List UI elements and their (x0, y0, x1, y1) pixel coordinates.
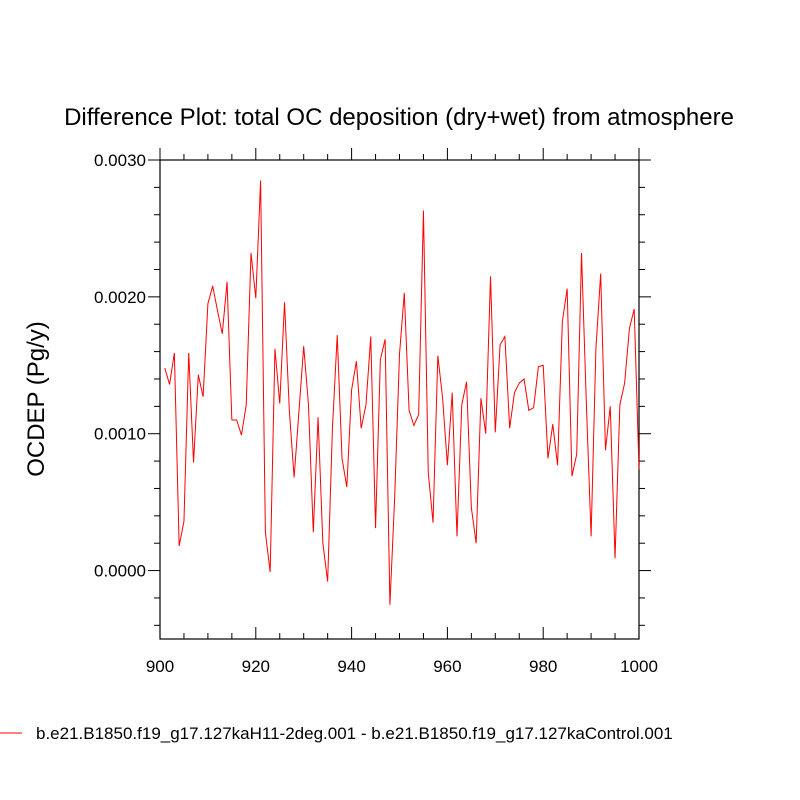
y-tick-label: 0.0030 (94, 151, 146, 170)
series-line-0 (164, 180, 640, 605)
x-tick-label: 1000 (620, 657, 658, 676)
x-tick-label: 980 (529, 657, 557, 676)
chart-title: Difference Plot: total OC deposition (dr… (64, 104, 734, 131)
x-tick-label: 940 (337, 657, 365, 676)
x-tick-label: 920 (242, 657, 270, 676)
y-tick-label: 0.0020 (94, 288, 146, 307)
series-layer (164, 180, 640, 605)
y-tick-label: 0.0000 (94, 562, 146, 581)
axis-tick-labels: 900 920 940 960 980 1000 0.0000 0.0010 0.0020 0.0… (94, 151, 658, 676)
plot-frame (159, 159, 640, 640)
y-tick-label: 0.0010 (94, 425, 146, 444)
legend-label: b.e21.B1850.f19_g17.127kaH11-2deg.001 - … (36, 724, 673, 743)
legend: b.e21.B1850.f19_g17.127kaH11-2deg.001 - … (0, 724, 673, 743)
axis-ticks (148, 148, 651, 639)
x-tick-label: 900 (146, 657, 174, 676)
x-tick-label: 960 (433, 657, 461, 676)
y-axis-label: OCDEP (Pg/y) (23, 321, 50, 477)
